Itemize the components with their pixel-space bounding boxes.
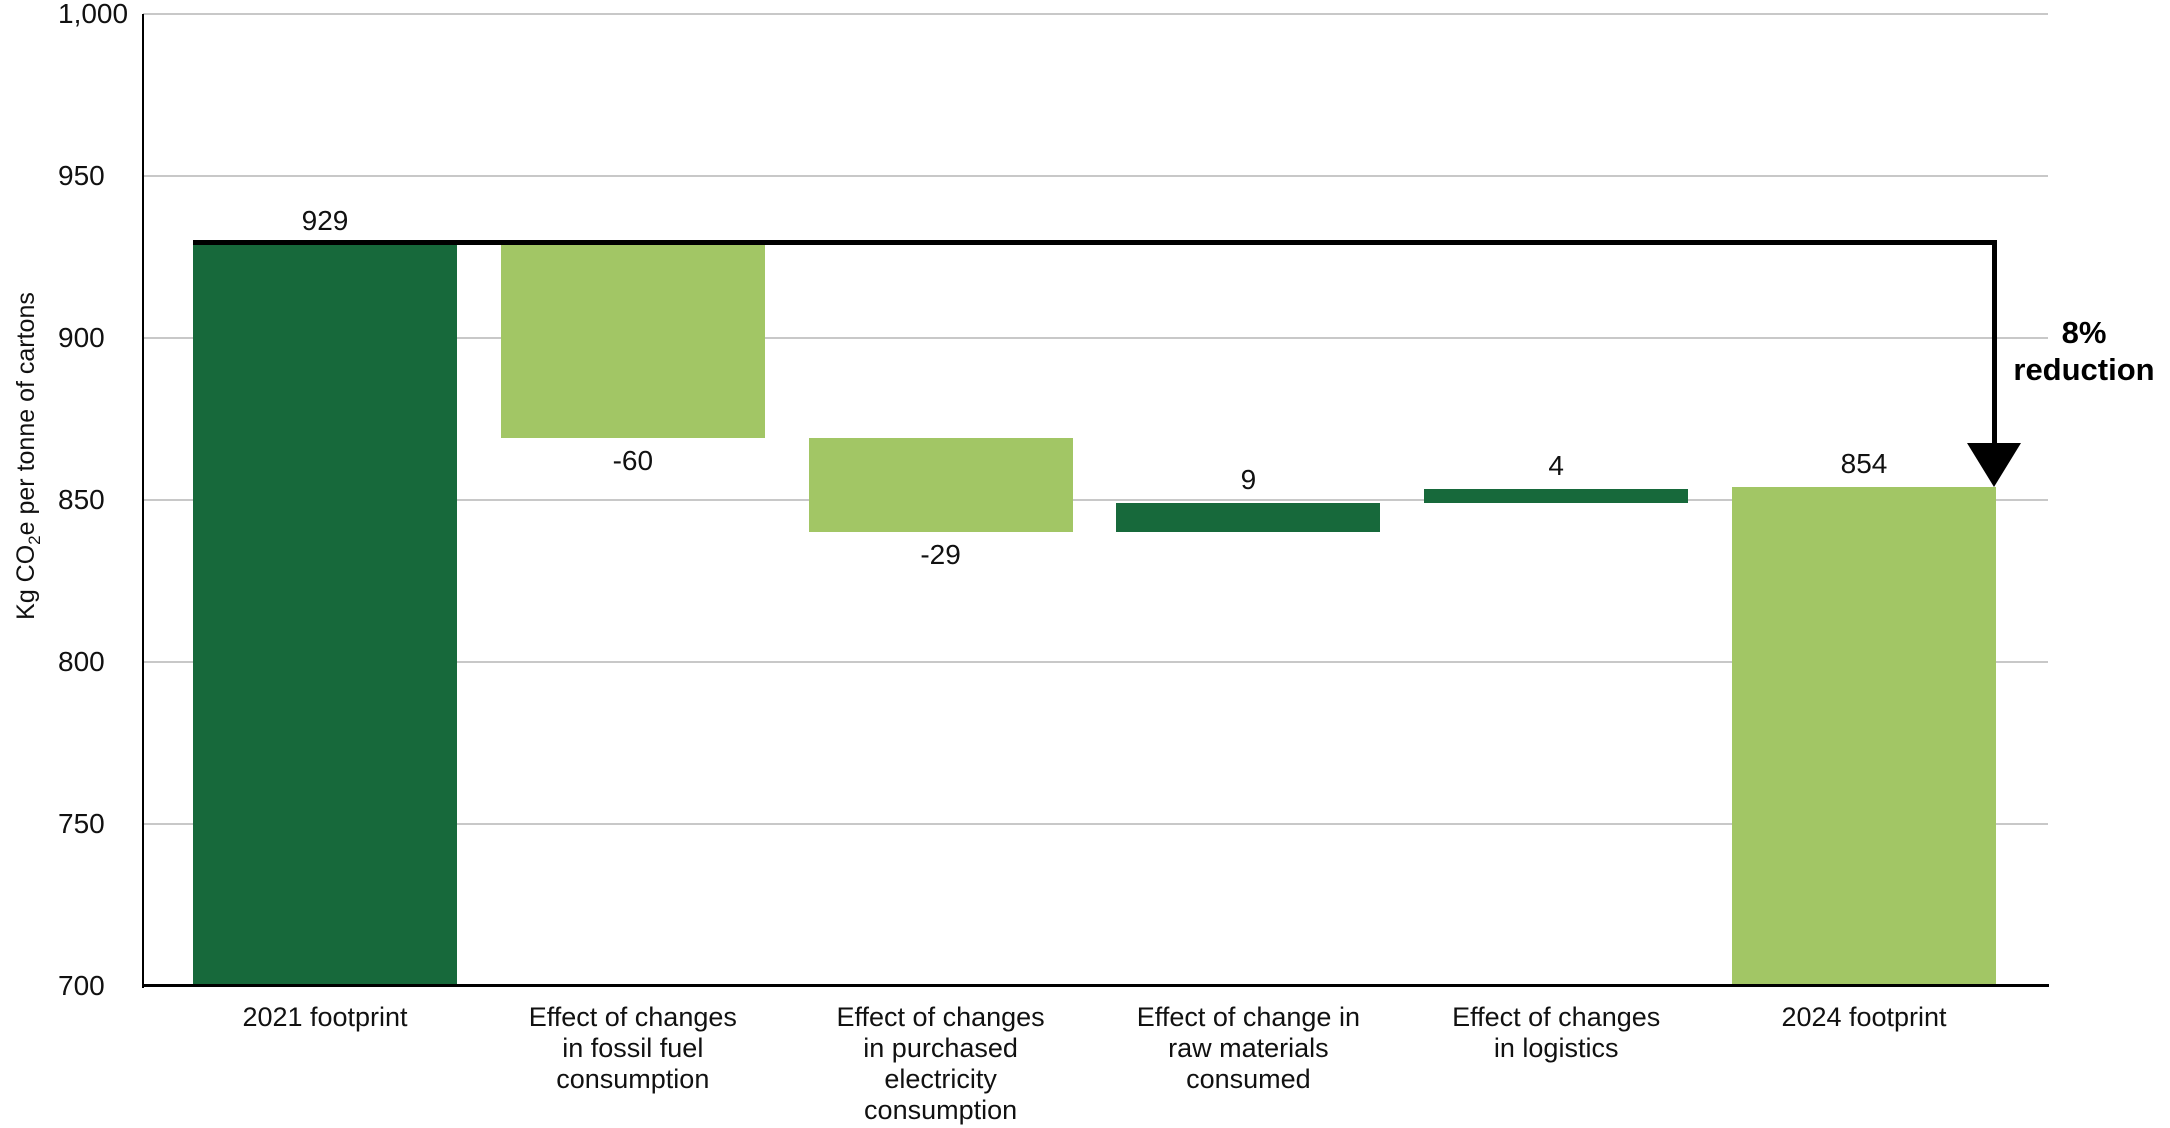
y-axis-title: Kg CO2e per tonne of cartons [12,256,44,656]
x-category-label: 2024 footprint [1781,1002,1947,1032]
x-axis [142,984,2049,987]
reduction-line-vertical [1992,240,1997,444]
waterfall-bar-segment [1424,488,1689,504]
reduction-line-horizontal [193,240,1996,246]
reduction-annotation-label: 8% reduction [2013,315,2155,387]
waterfall-bar-segment [500,244,765,439]
y-gridline [143,175,2048,177]
bar-value-label: -29 [920,539,961,571]
bar-value-label: 929 [301,205,349,237]
y-tick-label: 800 [58,646,105,677]
bar-value-label: -60 [612,445,654,477]
bar-value-label: 4 [1548,449,1564,481]
x-category-label: 2021 footprint [242,1002,408,1032]
y-gridline [143,337,2048,339]
y-tick-label: 750 [58,808,105,839]
y-gridline [143,823,2048,825]
y-axis [142,14,144,988]
y-axis-title-suffix: e per tonne of cartons [12,292,40,536]
y-axis-title-subscript: 2 [25,535,44,545]
waterfall-bar-segment [193,244,457,986]
waterfall-bar-segment [1732,487,1996,986]
x-category-label: Effect of changes in fossil fuel consump… [528,1002,737,1094]
y-tick-label: 850 [58,484,105,515]
y-tick-label: 700 [58,970,105,1001]
x-category-label: Effect of changes in purchased electrici… [836,1002,1045,1125]
y-tick-label: 950 [58,160,105,191]
bar-value-label: 9 [1240,464,1257,496]
y-tick-label: 900 [58,322,105,353]
bar-value-label: 854 [1840,448,1888,480]
y-gridline [143,661,2048,663]
y-tick-label: 1,000 [58,0,129,29]
y-gridline [143,13,2048,15]
y-axis-title-prefix: Kg CO [12,544,40,620]
waterfall-bar-segment [1116,503,1381,533]
reduction-arrow-down-icon [1967,443,2021,488]
waterfall-bar-segment [808,438,1073,533]
y-gridline [143,499,2048,501]
x-category-label: Effect of changes in logistics [1452,1002,1661,1063]
x-category-label: Effect of change in raw materials consum… [1136,1002,1360,1094]
